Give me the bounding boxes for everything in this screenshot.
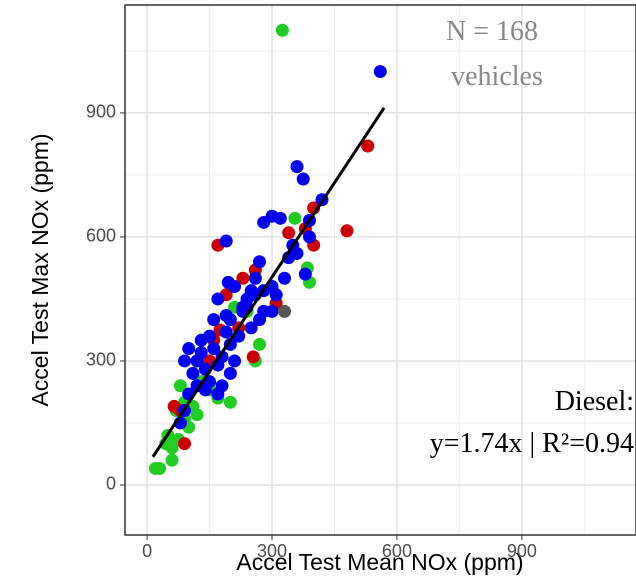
point [257, 215, 271, 229]
point [273, 211, 287, 225]
y-tick-label: 600 [86, 226, 116, 246]
point [340, 224, 354, 238]
point [253, 255, 267, 269]
point [194, 346, 208, 360]
point [223, 395, 237, 409]
point [223, 366, 237, 380]
point [173, 379, 187, 393]
fit-line [151, 107, 386, 458]
y-tick-label: 900 [86, 102, 116, 122]
point [165, 453, 179, 467]
panel-border [124, 4, 636, 536]
point [253, 337, 267, 351]
point [269, 288, 283, 302]
annotation: Diesel: [555, 386, 634, 417]
point [215, 379, 229, 393]
annotation: y=1.74x | R²=0.94 [430, 428, 634, 459]
point [302, 230, 316, 244]
point [290, 160, 304, 174]
point [248, 271, 262, 285]
point [257, 304, 271, 318]
point [178, 437, 192, 451]
y-tick-label: 0 [106, 474, 116, 494]
point [219, 308, 233, 322]
x-tick-label: 900 [507, 541, 537, 561]
point [278, 271, 292, 285]
x-tick-label: 0 [142, 541, 152, 561]
point [178, 354, 192, 368]
point [228, 354, 242, 368]
point [296, 172, 310, 186]
point [221, 275, 235, 289]
point [373, 65, 387, 79]
point [278, 304, 292, 318]
point [244, 321, 258, 335]
y-tick-label: 300 [86, 350, 116, 370]
point [219, 325, 233, 339]
point [182, 342, 196, 356]
x-tick-label: 300 [257, 541, 287, 561]
marks [148, 23, 387, 475]
point [186, 366, 200, 380]
y-axis-title: Accel Test Max NOx (ppm) [27, 133, 53, 406]
point [236, 271, 250, 285]
point [219, 234, 233, 248]
point [207, 342, 221, 356]
point [298, 267, 312, 281]
annotation: vehicles [451, 61, 543, 92]
point [244, 284, 258, 298]
point [246, 350, 260, 364]
point [288, 211, 302, 225]
x-axis-title: Accel Test Mean NOx (ppm) [236, 549, 523, 575]
x-tick-label: 600 [382, 541, 412, 561]
point [275, 23, 289, 37]
grid [125, 5, 636, 535]
point [223, 337, 237, 351]
point [207, 313, 221, 327]
point [153, 461, 167, 475]
point [211, 292, 225, 306]
point [190, 379, 204, 393]
point [361, 139, 375, 153]
point [282, 226, 296, 240]
point [194, 333, 208, 347]
point [290, 246, 304, 260]
annotation: N = 168 [446, 16, 538, 47]
